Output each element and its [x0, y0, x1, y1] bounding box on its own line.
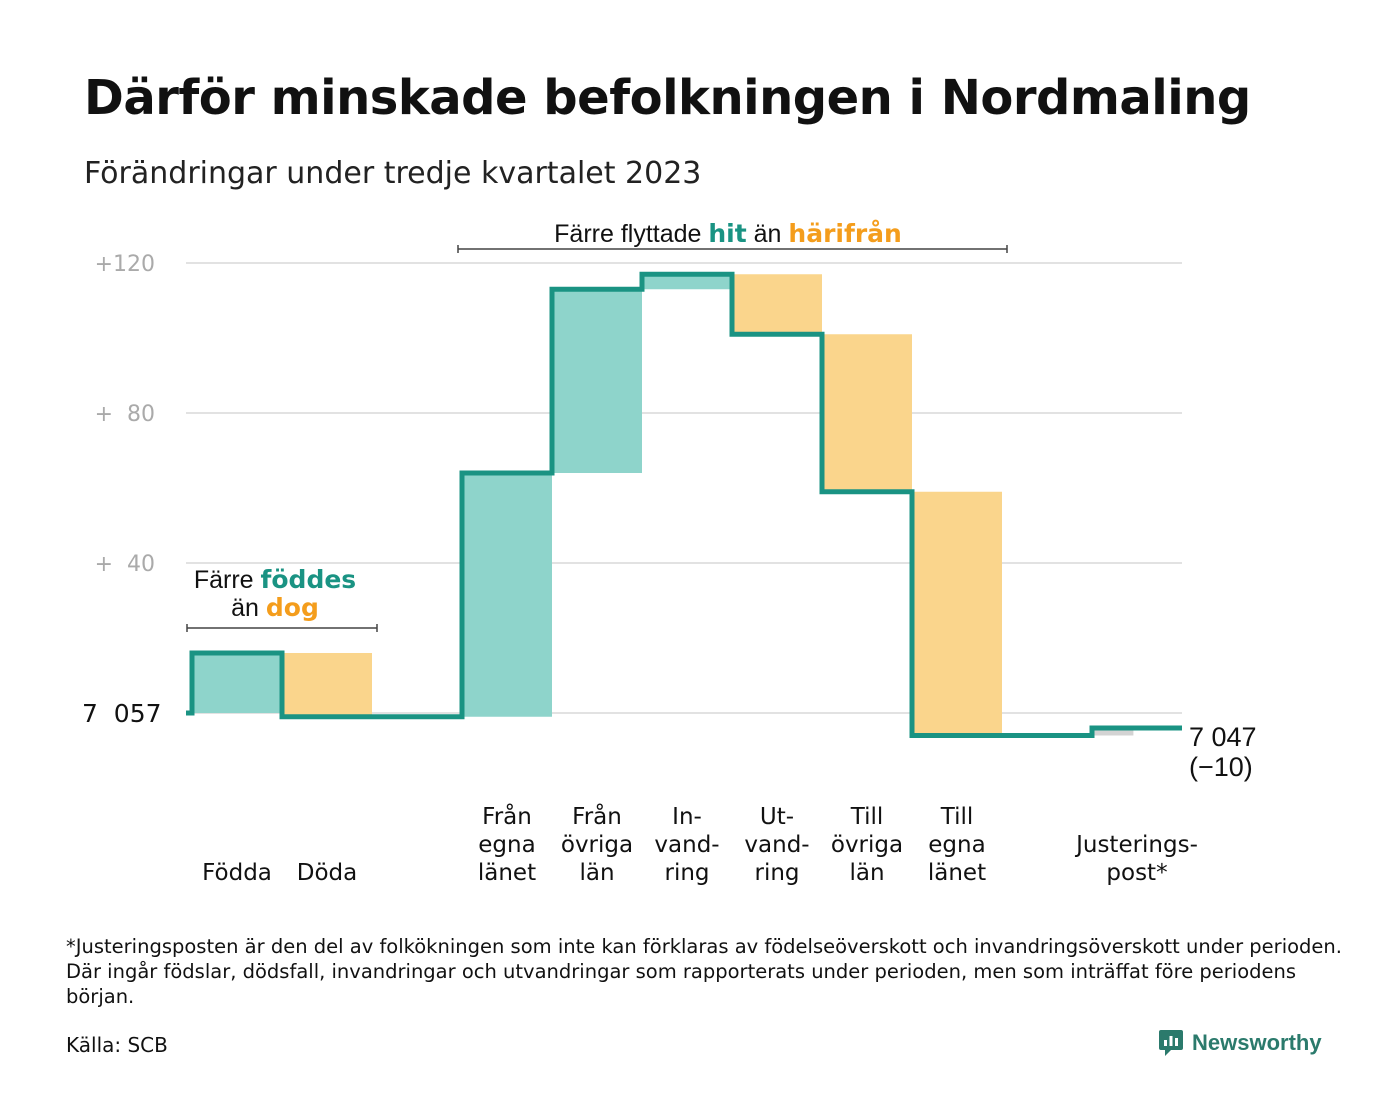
annotation-teal-text: föddes [261, 565, 357, 594]
brand-logo: Newsworthy [1158, 1028, 1322, 1058]
category-label: Från [482, 802, 532, 830]
bar-till-egna-länet [912, 491, 1002, 736]
category-label: länet [928, 860, 986, 886]
category-label: post* [1106, 860, 1167, 886]
chart-title: Därför minskade befolkningen i Nordmalin… [84, 70, 1251, 126]
annotation-orange-text: dog [266, 593, 319, 622]
bar-utvandring [732, 274, 822, 335]
annotation-plain-text: än [747, 220, 789, 248]
newsworthy-logo-icon [1159, 1030, 1183, 1056]
category-label: länet [478, 860, 536, 886]
bar-justeringspost- [1092, 728, 1134, 736]
bar-från-egna-länet [462, 473, 552, 717]
category-label: egna [928, 832, 985, 858]
category-label: ring [754, 860, 799, 886]
bar-födda [192, 653, 282, 713]
grid-lines [186, 262, 1182, 714]
end-change-label: (−10) [1189, 752, 1253, 782]
start-value-label: 7 057 [82, 699, 162, 728]
source-label: Källa: SCB [66, 1033, 168, 1057]
category-label: ring [664, 860, 709, 886]
annotation-orange-text: härifrån [788, 219, 901, 248]
annotation-migration: Färre flyttade hit än härifrån [554, 219, 902, 248]
bars [192, 274, 1134, 736]
annotation-plain-text: Färre [194, 566, 261, 594]
category-label: Ut- [760, 804, 794, 830]
y-tick-label: + 40 [95, 552, 155, 577]
annotation-teal-text: hit [708, 219, 746, 248]
category-label: Justerings- [1074, 832, 1198, 858]
y-tick-label: +120 [95, 252, 155, 277]
annotation-births-line1: Färre föddes [194, 565, 356, 594]
category-label: län [579, 860, 614, 886]
category-label: vand- [744, 832, 809, 858]
cumulative-step-line [186, 271, 1182, 738]
bar-döda [282, 653, 372, 717]
annotation-births-line2: än dog [231, 593, 319, 622]
category-label: egna [478, 832, 535, 858]
brand-name: Newsworthy [1192, 1030, 1322, 1055]
category-label: Från [572, 802, 622, 830]
annotation-plain-text: Färre flyttade [554, 220, 708, 248]
bar-invandring [642, 274, 732, 290]
category-label: In- [672, 804, 702, 830]
category-label: övriga [831, 832, 903, 858]
bar-till-övriga-län [822, 334, 912, 492]
category-label: övriga [561, 832, 633, 858]
footnote: *Justeringsposten är den del av folkökni… [66, 935, 1342, 1008]
category-label: Till [850, 804, 884, 830]
category-label: län [849, 860, 884, 886]
category-label: Till [940, 804, 974, 830]
category-label: Döda [297, 860, 357, 886]
end-value-label: 7 047 [1189, 722, 1257, 752]
annotation-plain-text: än [231, 594, 266, 622]
bar-från-övriga-län [552, 289, 642, 473]
category-label: Födda [202, 860, 272, 886]
category-label: vand- [654, 832, 719, 858]
y-tick-label: + 80 [95, 402, 155, 427]
step-line [186, 271, 1182, 738]
chart-subtitle: Förändringar under tredje kvartalet 2023 [84, 156, 702, 191]
